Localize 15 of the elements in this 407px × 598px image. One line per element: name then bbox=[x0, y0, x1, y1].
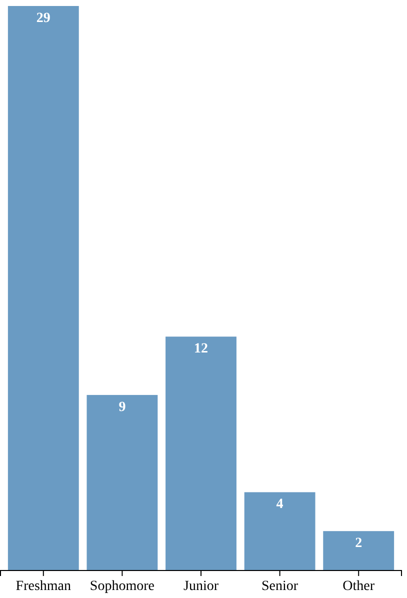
data-label: 12 bbox=[194, 342, 208, 357]
bar bbox=[86, 394, 158, 570]
bar bbox=[166, 336, 236, 570]
data-label: 9 bbox=[118, 400, 126, 415]
bar bbox=[244, 492, 316, 570]
bar bbox=[8, 6, 79, 570]
data-label: 4 bbox=[276, 497, 284, 512]
x-tick-label: Junior bbox=[184, 579, 219, 594]
x-tick-label: Senior bbox=[262, 579, 298, 594]
bar bbox=[323, 531, 394, 570]
x-tick-label: Other bbox=[342, 579, 375, 594]
data-label: 29 bbox=[36, 11, 50, 26]
x-tick-label: Freshman bbox=[16, 579, 72, 594]
data-label: 2 bbox=[355, 536, 362, 552]
x-tick-label: Sophomore bbox=[90, 579, 154, 594]
